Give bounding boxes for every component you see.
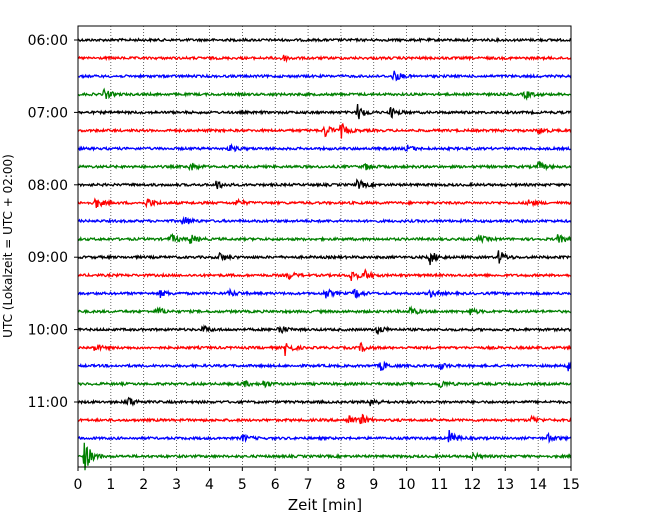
x-tick-label: 8: [336, 477, 345, 493]
x-tick-label: 0: [74, 477, 83, 493]
x-tick-label: 9: [369, 477, 378, 493]
trace-1045: [77, 380, 572, 389]
y-tick-label: 10:00: [28, 323, 68, 339]
trace-0815: [77, 197, 572, 209]
trace-1145: [77, 442, 572, 471]
x-tick-label: 3: [172, 477, 181, 493]
y-axis-label: UTC (Lokalzeit = UTC + 02:00): [1, 154, 15, 338]
y-tick-label: 07:00: [28, 105, 68, 121]
x-tick-label: 5: [238, 477, 247, 493]
trace-0615: [77, 54, 572, 64]
y-tick-label: 09:00: [28, 250, 68, 266]
trace-0830: [77, 215, 572, 225]
x-tick-label: 10: [398, 477, 416, 493]
seismogram-traces: [77, 36, 572, 471]
trace-0845: [77, 232, 572, 245]
y-tick-label: 06:00: [28, 33, 68, 49]
y-tick-label: 11:00: [28, 395, 68, 411]
trace-0600: [77, 36, 571, 44]
trace-1100: [77, 396, 572, 407]
trace-0745: [77, 160, 571, 172]
trace-0700: [77, 104, 572, 120]
trace-0930: [77, 287, 572, 299]
trace-1130: [77, 430, 572, 444]
y-tick-label: 08:00: [28, 178, 68, 194]
trace-1115: [78, 413, 572, 425]
trace-0630: [77, 70, 572, 82]
trace-0730: [77, 142, 572, 153]
x-axis-ticks: 0 1 2 3 4 5 6 7 8 9 10 11 12 13 14 15: [74, 467, 580, 493]
trace-1015: [77, 341, 572, 357]
trace-0945: [78, 305, 572, 316]
plot-frame: [77, 25, 572, 468]
trace-1030: [77, 360, 572, 372]
x-tick-label: 13: [496, 477, 514, 493]
y-axis-ticks: 06:00 07:00 08:00 09:00 10:00 11:00: [28, 33, 78, 411]
trace-1000: [77, 324, 572, 335]
x-tick-label: 11: [431, 477, 449, 493]
x-axis-label: Zeit [min]: [288, 496, 362, 514]
x-tick-label: 6: [271, 477, 280, 493]
x-tick-label: 4: [205, 477, 214, 493]
x-tick-label: 12: [463, 477, 481, 493]
x-tick-label: 7: [304, 477, 313, 493]
trace-0715: [77, 122, 572, 139]
x-tick-label: 14: [529, 477, 547, 493]
trace-0915: [77, 268, 572, 282]
trace-0900: [77, 250, 572, 266]
x-tick-label: 15: [562, 477, 580, 493]
x-tick-label: 2: [139, 477, 148, 493]
trace-0645: [77, 87, 572, 101]
trace-0800: [77, 178, 572, 190]
x-tick-label: 1: [106, 477, 115, 493]
